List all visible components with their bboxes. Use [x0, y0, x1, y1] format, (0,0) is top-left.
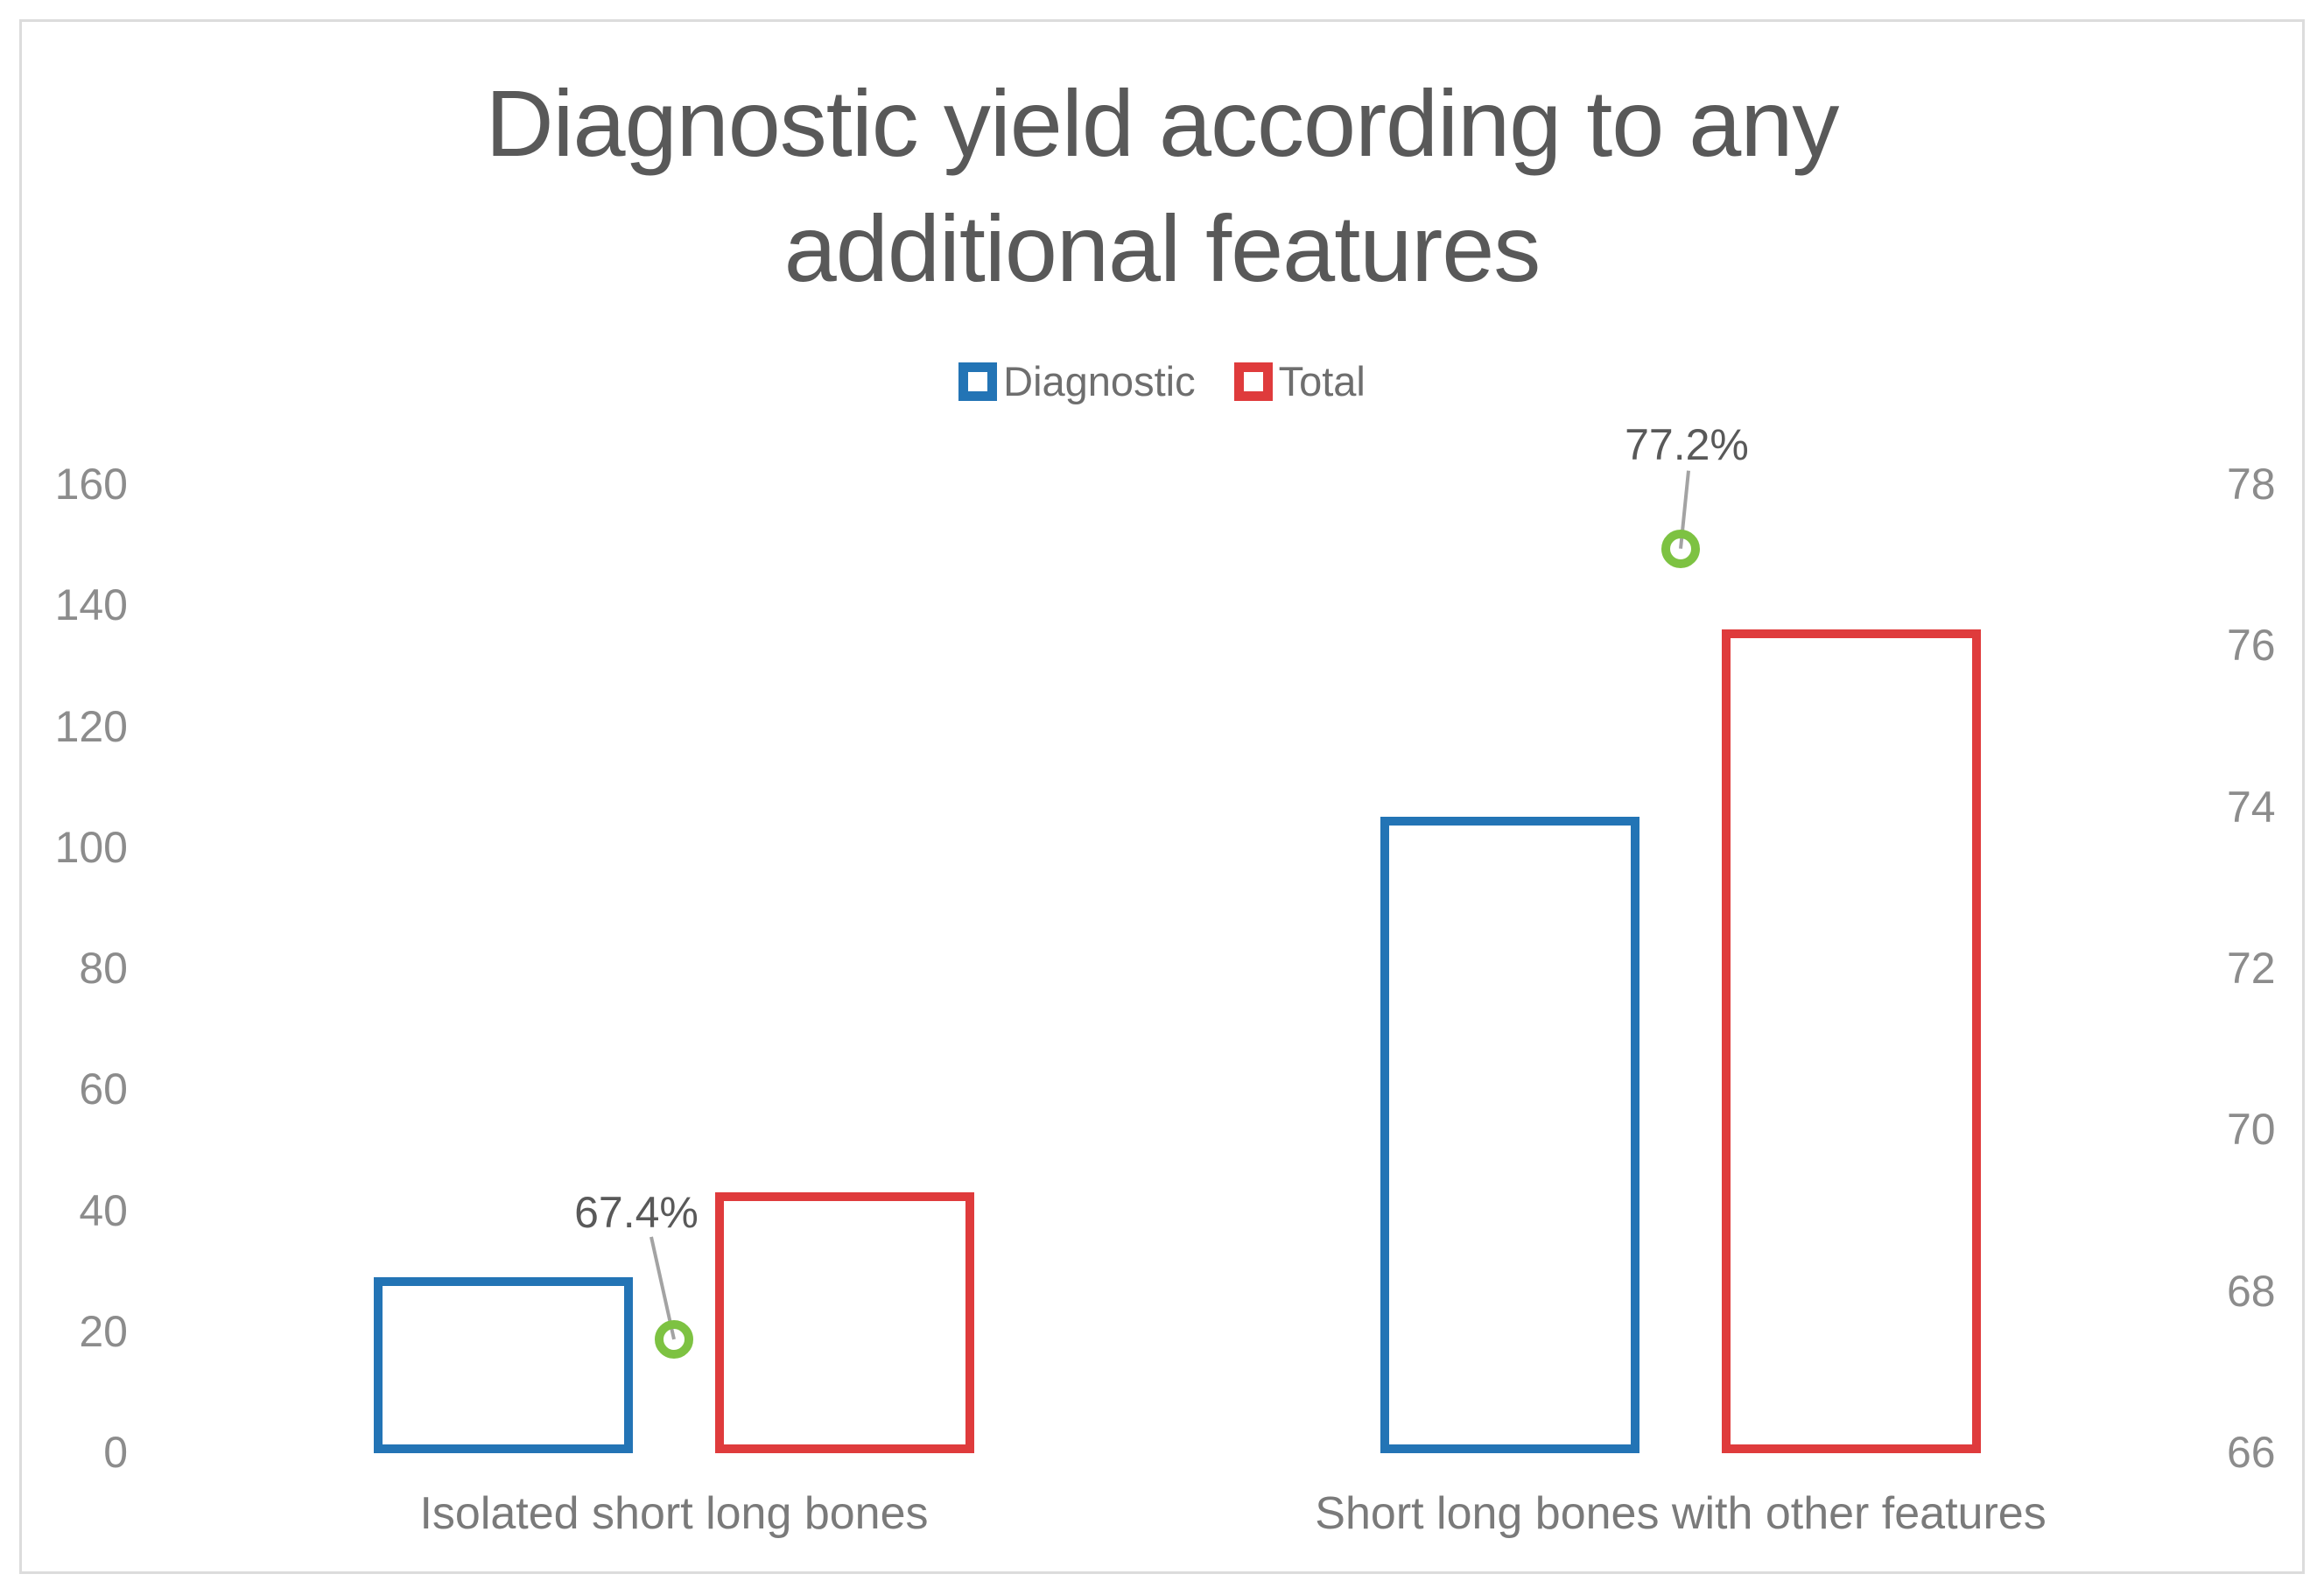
percent-data-label: 77.2%: [1625, 419, 1749, 469]
right-axis-tick: 70: [2227, 1105, 2276, 1155]
percent-marker-icon: [1661, 529, 1700, 568]
left-axis-tick: 0: [103, 1428, 128, 1477]
left-axis-tick: 160: [54, 460, 128, 509]
left-axis-tick: 120: [54, 701, 128, 751]
bar-diagnostic-2: [1380, 817, 1639, 1453]
legend: Diagnostic Total: [0, 357, 2324, 405]
chart-title: Diagnostic yield according to any additi…: [485, 70, 1840, 301]
left-axis-tick: 100: [54, 822, 128, 872]
left-axis-tick: 140: [54, 580, 128, 630]
bar-total-2: [1722, 629, 1981, 1453]
right-axis-tick: 72: [2227, 944, 2276, 993]
legend-swatch-icon: [1233, 362, 1273, 401]
right-axis-tick: 78: [2227, 460, 2276, 509]
category-label: Short long bones with other features: [1315, 1488, 2047, 1539]
right-axis-tick: 68: [2227, 1266, 2276, 1316]
right-axis-tick: 66: [2227, 1428, 2276, 1477]
bar-total-1: [715, 1191, 974, 1453]
percent-marker-icon: [655, 1319, 693, 1359]
left-axis-tick: 20: [79, 1306, 128, 1356]
left-axis-tick: 80: [79, 944, 128, 993]
bar-diagnostic-1: [374, 1276, 633, 1453]
left-axis-tick: 60: [79, 1065, 128, 1114]
right-axis-tick: 76: [2227, 621, 2276, 671]
legend-item-diagnostic: Diagnostic: [958, 357, 1196, 405]
left-axis-tick: 40: [79, 1185, 128, 1235]
category-label: Isolated short long bones: [419, 1488, 929, 1539]
right-axis-tick: 74: [2227, 782, 2276, 832]
percent-data-label: 67.4%: [574, 1187, 699, 1237]
legend-swatch-icon: [958, 362, 998, 401]
legend-label: Diagnostic: [1003, 358, 1196, 404]
legend-label: Total: [1278, 358, 1366, 404]
legend-item-total: Total: [1233, 357, 1366, 405]
